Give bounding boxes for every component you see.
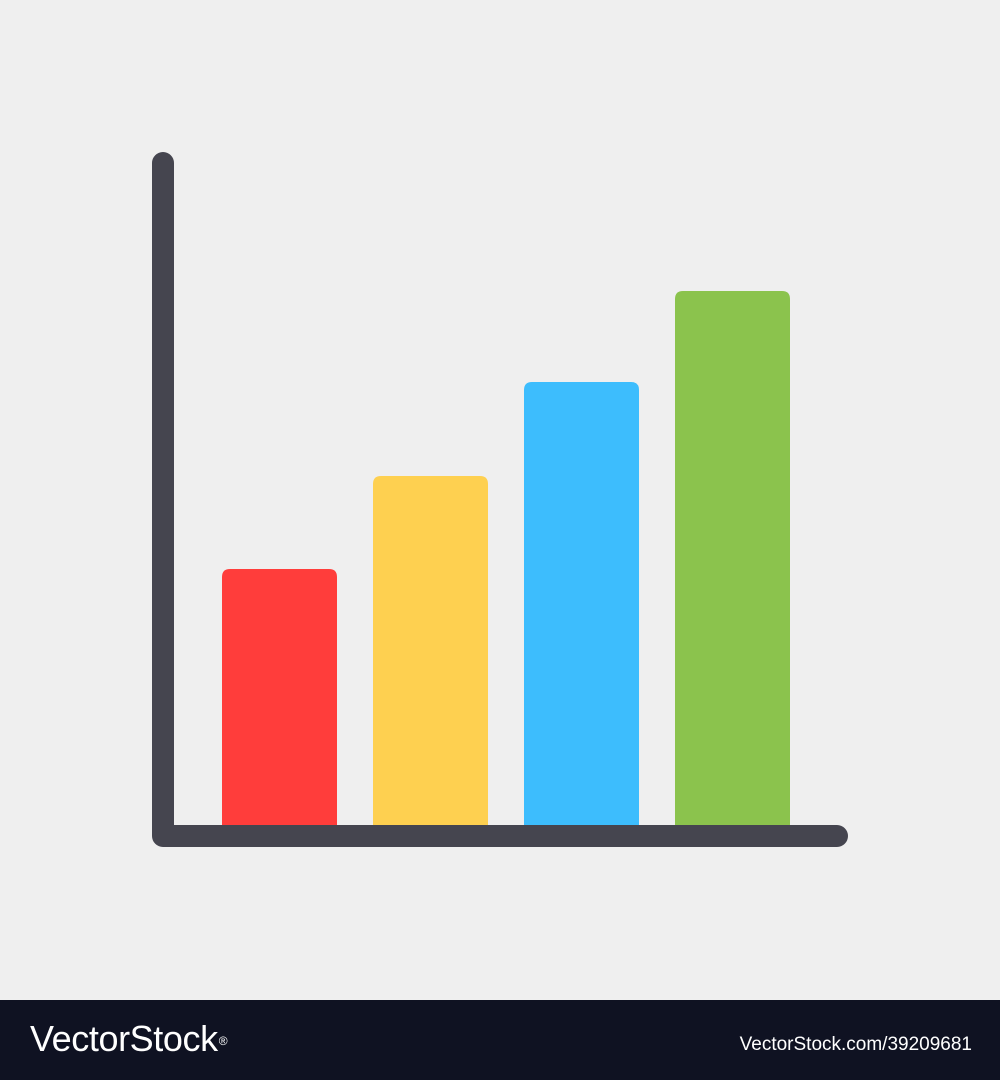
illustration-area — [152, 152, 848, 847]
brand-logo: VectorStock® — [30, 1018, 228, 1059]
chart-bar-4 — [675, 291, 790, 828]
registered-mark: ® — [218, 1034, 228, 1048]
bar-group — [222, 291, 790, 828]
chart-bar-3 — [524, 382, 639, 828]
brand-name: VectorStock — [30, 1018, 218, 1059]
image-id: VectorStock.com/39209681 — [739, 1034, 972, 1055]
chart-bar-1 — [222, 569, 337, 828]
bar-chart-icon — [152, 152, 848, 847]
chart-bar-2 — [373, 476, 488, 828]
watermark-footer: VectorStock® VectorStock.com/39209681 — [0, 1000, 1000, 1080]
chart-axis — [152, 152, 848, 847]
